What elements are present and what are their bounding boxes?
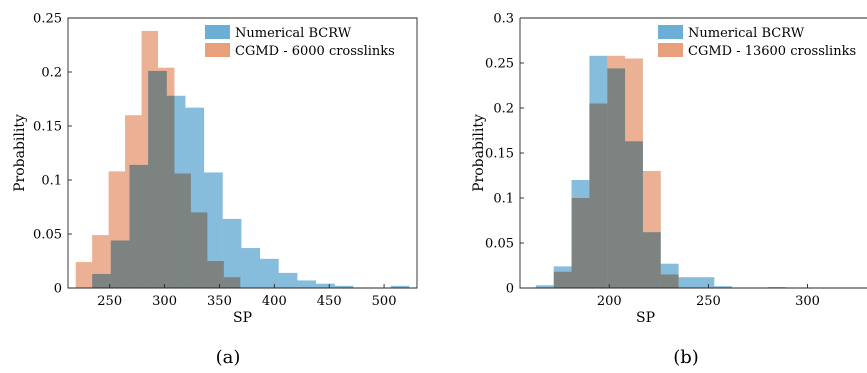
axes-frame [67, 17, 418, 289]
histogram-bar [108, 171, 126, 288]
histogram-bar [625, 58, 643, 288]
histogram-bar [297, 280, 317, 288]
histogram-bar [174, 173, 191, 288]
y-tick-label: 0.1 [493, 192, 514, 207]
histogram-bar [589, 103, 608, 288]
histogram-bar [607, 55, 626, 288]
y-tick-label: 0.25 [33, 12, 62, 27]
legend-swatch [658, 43, 683, 57]
series-1-bars [553, 55, 679, 288]
y-tick-label: 0.2 [41, 66, 62, 81]
histogram-bar [390, 285, 410, 288]
x-tick-label: 350 [207, 294, 232, 309]
x-tick-label: 500 [372, 294, 397, 309]
x-tick-label: 250 [696, 294, 721, 309]
chart-panel-b: 0 0.05 0.1 0.15 0.2 0.25 0.3 200 250 300 SP Probabi… [471, 12, 867, 368]
legend-label: CGMD - 6000 crosslinks [235, 44, 395, 59]
y-tick-label: 0 [54, 282, 62, 297]
legend-box [652, 22, 865, 62]
x-tick-label: 200 [597, 294, 622, 309]
panel-label: (a) [216, 347, 241, 368]
y-axis-label: Probability [471, 114, 487, 192]
histogram-bar [553, 271, 572, 288]
histogram-bar [190, 212, 208, 288]
histogram-bar [223, 277, 241, 288]
x-axis-label: SP [636, 310, 655, 326]
histogram-bar [642, 171, 661, 288]
histogram-bar [316, 283, 335, 288]
y-tick-label: 0.3 [493, 12, 514, 27]
histogram-bar [660, 274, 679, 288]
legend-label: Numerical BCRW [688, 26, 805, 41]
y-tick-label: 0.1 [41, 174, 62, 189]
chart-panel-a: 0 0.05 0.1 0.15 0.2 0.25 250 300 350 400 450 500 SP P… [12, 12, 418, 368]
histogram-bar [334, 285, 354, 288]
y-tick-label: 0.25 [485, 57, 514, 72]
legend-swatch [658, 25, 683, 39]
y-tick-label: 0.2 [493, 102, 514, 117]
histogram-bar [278, 272, 298, 288]
y-tick-label: 0.15 [485, 147, 514, 162]
histogram-bar [714, 286, 733, 288]
x-tick-label: 300 [795, 294, 820, 309]
histogram-bar [92, 235, 109, 288]
histogram-bar [260, 258, 279, 288]
legend: Numerical BCRW CGMD - 6000 crosslinks [199, 22, 415, 62]
legend-label: Numerical BCRW [235, 26, 352, 41]
histogram-bar [207, 261, 224, 288]
histogram-bar [125, 115, 142, 288]
x-tick-label: 400 [262, 294, 287, 309]
x-axis-label: SP [233, 310, 252, 326]
y-tick-label: 0.05 [485, 237, 514, 252]
histogram-bar [678, 277, 697, 288]
legend-label: CGMD - 13600 crosslinks [688, 44, 856, 59]
histogram-bar [75, 262, 93, 288]
x-tick-label: 300 [152, 294, 177, 309]
legend-box [199, 22, 415, 62]
legend-swatch [205, 43, 230, 57]
legend-swatch [205, 25, 230, 39]
y-axis-label: Probability [12, 114, 28, 192]
histogram-bar [535, 285, 554, 288]
histogram-bar [696, 277, 715, 288]
y-tick-label: 0.15 [33, 120, 62, 135]
y-tick-label: 0.05 [33, 228, 62, 243]
x-tick-label: 450 [317, 294, 342, 309]
histogram-bar [222, 218, 242, 288]
panel-label: (b) [673, 347, 699, 368]
histogram-bar [141, 30, 158, 289]
legend: Numerical BCRW CGMD - 13600 crosslinks [652, 22, 865, 62]
histogram-bar [157, 67, 175, 289]
x-tick-label: 250 [97, 294, 122, 309]
histogram-bar [241, 248, 261, 288]
histogram-bar [571, 198, 590, 288]
series-1-bars [75, 30, 241, 289]
y-tick-label: 0 [506, 282, 514, 297]
histogram-bar [204, 172, 223, 288]
